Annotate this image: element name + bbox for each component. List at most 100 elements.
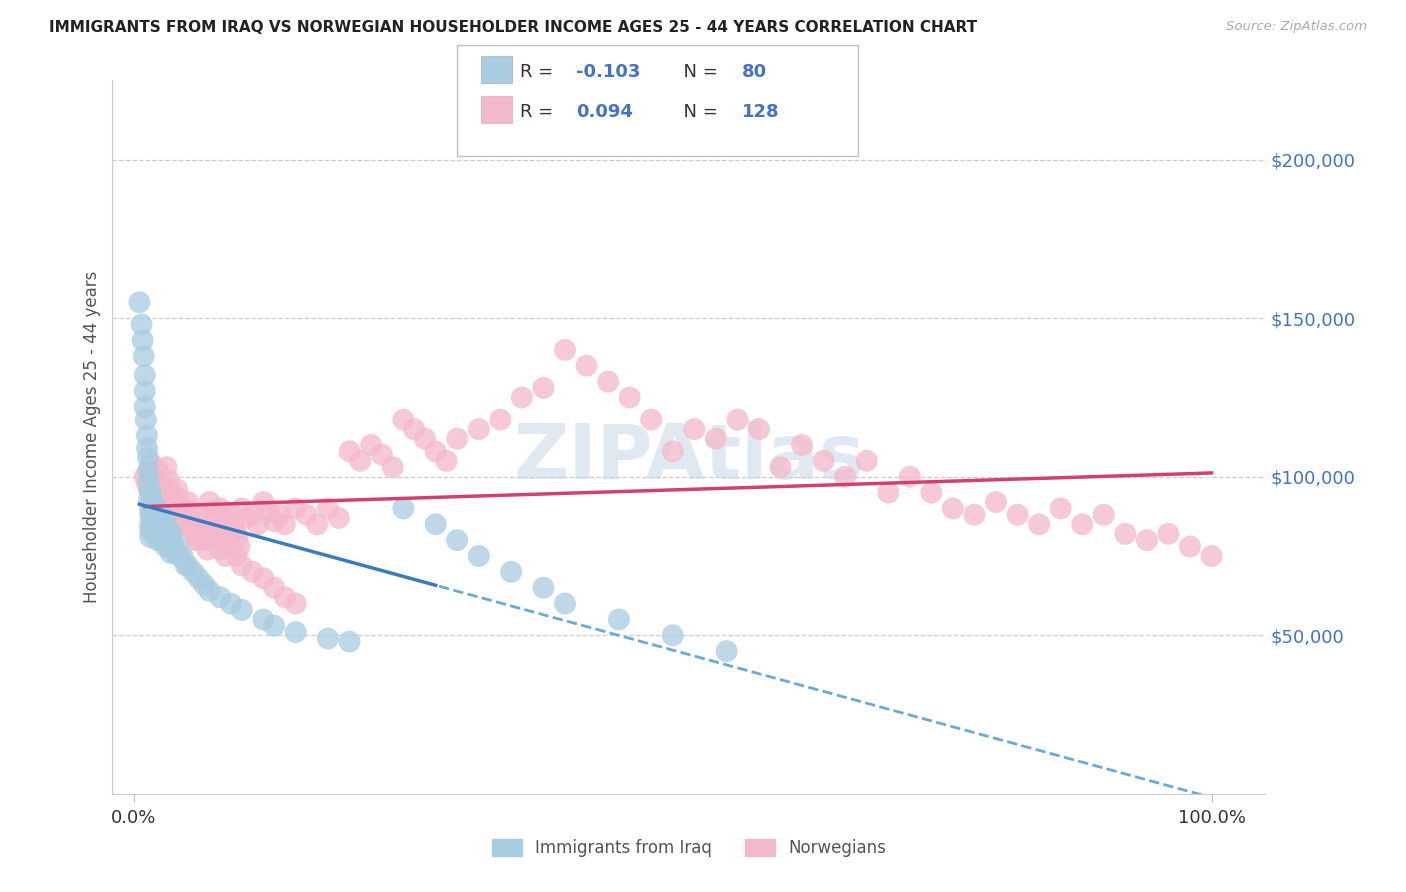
Point [339, 634, 361, 648]
Point [328, 511, 350, 525]
Point [148, 511, 170, 525]
Point [134, 400, 156, 414]
Point [446, 432, 468, 446]
Point [150, 485, 173, 500]
Point [181, 526, 204, 541]
Point [222, 514, 245, 528]
Point [263, 619, 285, 633]
Point [295, 508, 318, 522]
Point [146, 463, 169, 477]
Point [183, 524, 205, 538]
Point [136, 450, 159, 465]
Point [224, 524, 246, 538]
Point [136, 428, 159, 442]
Point [134, 368, 156, 383]
Point [209, 501, 232, 516]
Point [316, 501, 339, 516]
Point [263, 581, 285, 595]
Point [139, 524, 162, 538]
Point [274, 591, 297, 605]
Point [143, 517, 166, 532]
Point [984, 495, 1007, 509]
Point [145, 476, 167, 491]
Point [381, 460, 404, 475]
Point [198, 583, 221, 598]
Point [141, 511, 163, 525]
Point [186, 533, 208, 548]
Point [963, 508, 986, 522]
Point [131, 334, 153, 348]
Point [813, 454, 835, 468]
Point [257, 505, 280, 519]
Point [143, 526, 166, 541]
Point [242, 565, 264, 579]
Point [135, 412, 157, 426]
Text: -0.103: -0.103 [576, 63, 641, 81]
Point [172, 517, 194, 532]
Point [533, 381, 555, 395]
Point [619, 391, 641, 405]
Point [166, 540, 188, 554]
Point [704, 432, 727, 446]
Point [172, 549, 194, 563]
Point [425, 517, 447, 532]
Point [142, 498, 165, 512]
Legend: Immigrants from Iraq, Norwegians: Immigrants from Iraq, Norwegians [485, 832, 893, 864]
Point [1071, 517, 1094, 532]
Point [187, 508, 209, 522]
Point [1092, 508, 1115, 522]
Point [662, 444, 685, 458]
Point [132, 349, 155, 363]
Point [159, 546, 181, 560]
Point [316, 632, 339, 646]
Point [149, 476, 172, 491]
Point [339, 444, 361, 458]
Point [187, 571, 209, 585]
Point [193, 577, 215, 591]
Point [202, 514, 225, 528]
Point [246, 517, 269, 532]
Point [269, 508, 291, 522]
Point [252, 612, 274, 626]
Point [436, 454, 458, 468]
Point [141, 520, 163, 534]
Point [201, 505, 224, 519]
Point [533, 581, 555, 595]
Point [139, 530, 162, 544]
Point [155, 526, 177, 541]
Point [191, 526, 214, 541]
Point [228, 540, 250, 554]
Point [170, 501, 193, 516]
Point [159, 536, 181, 550]
Point [155, 495, 177, 509]
Point [145, 511, 167, 525]
Point [155, 460, 177, 475]
Point [149, 530, 172, 544]
Point [236, 511, 259, 525]
Text: 0.094: 0.094 [576, 103, 633, 120]
Point [371, 448, 394, 462]
Point [242, 508, 264, 522]
Point [510, 391, 533, 405]
Point [157, 526, 180, 541]
Point [139, 508, 162, 522]
Point [149, 485, 172, 500]
Point [155, 517, 177, 532]
Point [1201, 549, 1223, 563]
Point [162, 536, 184, 550]
Point [187, 533, 209, 548]
Point [226, 530, 249, 544]
Text: N =: N = [672, 103, 724, 120]
Point [198, 495, 221, 509]
Point [163, 546, 186, 560]
Point [640, 412, 662, 426]
Text: IMMIGRANTS FROM IRAQ VS NORWEGIAN HOUSEHOLDER INCOME AGES 25 - 44 YEARS CORRELAT: IMMIGRANTS FROM IRAQ VS NORWEGIAN HOUSEH… [49, 20, 977, 35]
Point [157, 473, 180, 487]
Point [252, 495, 274, 509]
Point [877, 485, 900, 500]
Point [169, 491, 191, 506]
Point [163, 501, 186, 516]
Point [139, 517, 162, 532]
Point [214, 549, 236, 563]
Point [446, 533, 468, 548]
